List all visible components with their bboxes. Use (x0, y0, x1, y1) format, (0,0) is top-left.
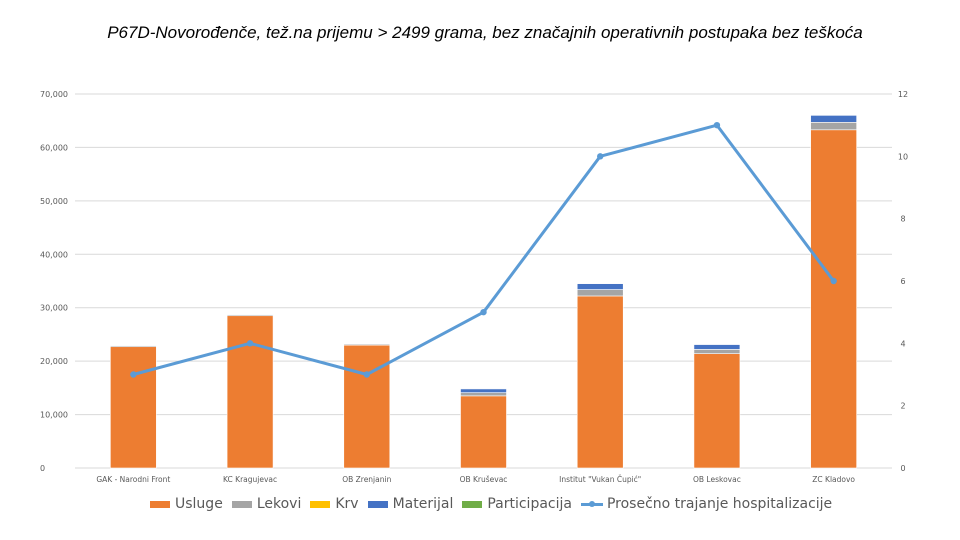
y-right-tick-label: 6 (900, 277, 905, 286)
bar-lekovi-5 (693, 349, 741, 354)
line-point-2 (363, 371, 370, 378)
line-point-6 (830, 277, 837, 285)
legend-swatch (150, 500, 170, 508)
legend-swatch (310, 500, 331, 508)
bar-usluge-6 (810, 129, 857, 469)
bar-usluge-1 (226, 315, 274, 469)
legend-item-krv: Krv (310, 496, 359, 512)
bar-lekovi-6 (810, 122, 857, 131)
y-axis-right: 0 2 4 6 8 10 12 (898, 90, 908, 473)
legend: Usluge Lekovi Krv Materijal Participacija Pro… (150, 496, 841, 512)
legend-label: Prosečno trajanje hospitalizacije (606, 496, 833, 512)
y-right-tick-label: 4 (900, 339, 905, 348)
line-point-1 (246, 340, 254, 347)
category-label: ZC Kladovo (812, 475, 855, 484)
bar-usluge-5 (693, 353, 741, 469)
y-right-tick-label: 8 (900, 215, 905, 224)
y-left-tick-label: 0 (40, 464, 45, 473)
category-label: KC Kragujevac (223, 475, 277, 484)
y-right-tick-label: 12 (898, 90, 908, 99)
category-label: OB Kruševac (460, 475, 508, 484)
y-left-tick-label: 50,000 (40, 197, 68, 206)
chart-title: P67D-Novorođenče, tež.na prijemu > 2499 … (107, 23, 863, 42)
y-left-tick-label: 60,000 (40, 143, 68, 152)
y-left-tick-label: 30,000 (40, 304, 68, 313)
line-point-0 (130, 371, 137, 378)
legend-label: Lekovi (256, 496, 302, 512)
legend-label: Krv (335, 496, 359, 512)
bar-usluge-3 (460, 395, 507, 469)
line-group (130, 121, 837, 378)
bar-materijal-0 (110, 344, 157, 346)
y-left-tick-label: 40,000 (40, 250, 68, 259)
y-right-tick-label: 0 (900, 464, 905, 473)
legend-item-line: Prosečno trajanje hospitalizacije (580, 496, 833, 512)
category-label: GAK - Narodni Front (96, 475, 170, 484)
bar-materijal-4 (576, 283, 624, 290)
category-label: OB Leskovac (693, 475, 741, 484)
bar-group (110, 115, 857, 469)
category-label: Institut "Vukan Čupić" (559, 475, 641, 484)
line-point-3 (480, 308, 487, 316)
y-left-tick-label: 10,000 (40, 411, 68, 420)
bar-materijal-3 (460, 388, 507, 393)
legend-swatch (231, 500, 252, 508)
bar-lekovi-3 (460, 392, 507, 397)
bar-lekovi-4 (576, 289, 624, 297)
legend-item-lekovi: Lekovi (231, 496, 302, 512)
legend-item-usluge: Usluge (150, 496, 223, 512)
legend-label: Usluge (175, 496, 223, 512)
legend-swatch (462, 500, 483, 508)
line-point-5 (713, 121, 721, 129)
legend-label: Participacija (487, 496, 572, 512)
legend-item-materijal: Materijal (367, 496, 454, 512)
legend-line-swatch (580, 499, 603, 509)
legend-item-participacija: Participacija (462, 496, 572, 512)
bar-usluge-4 (576, 295, 624, 469)
y-right-tick-label: 2 (900, 402, 905, 411)
legend-swatch (367, 500, 388, 508)
line-point-4 (597, 153, 604, 160)
y-right-tick-label: 10 (898, 152, 908, 161)
bar-materijal-2 (343, 343, 391, 345)
bar-usluge-2 (343, 344, 391, 469)
category-label: OB Zrenjanin (342, 475, 391, 484)
bar-materijal-5 (693, 344, 741, 350)
bar-materijal-1 (226, 313, 274, 315)
y-left-tick-label: 20,000 (40, 357, 68, 366)
legend-label: Materijal (392, 496, 454, 512)
bar-materijal-6 (810, 115, 857, 123)
y-axis-left: 0 10,000 20,000 30,000 40,000 50,000 60,000 70,… (40, 90, 68, 473)
x-axis: GAK - Narodni Front KC Kragujevac OB Zrenj… (96, 475, 855, 484)
y-left-tick-label: 70,000 (40, 90, 68, 99)
bar-usluge-0 (110, 346, 157, 469)
